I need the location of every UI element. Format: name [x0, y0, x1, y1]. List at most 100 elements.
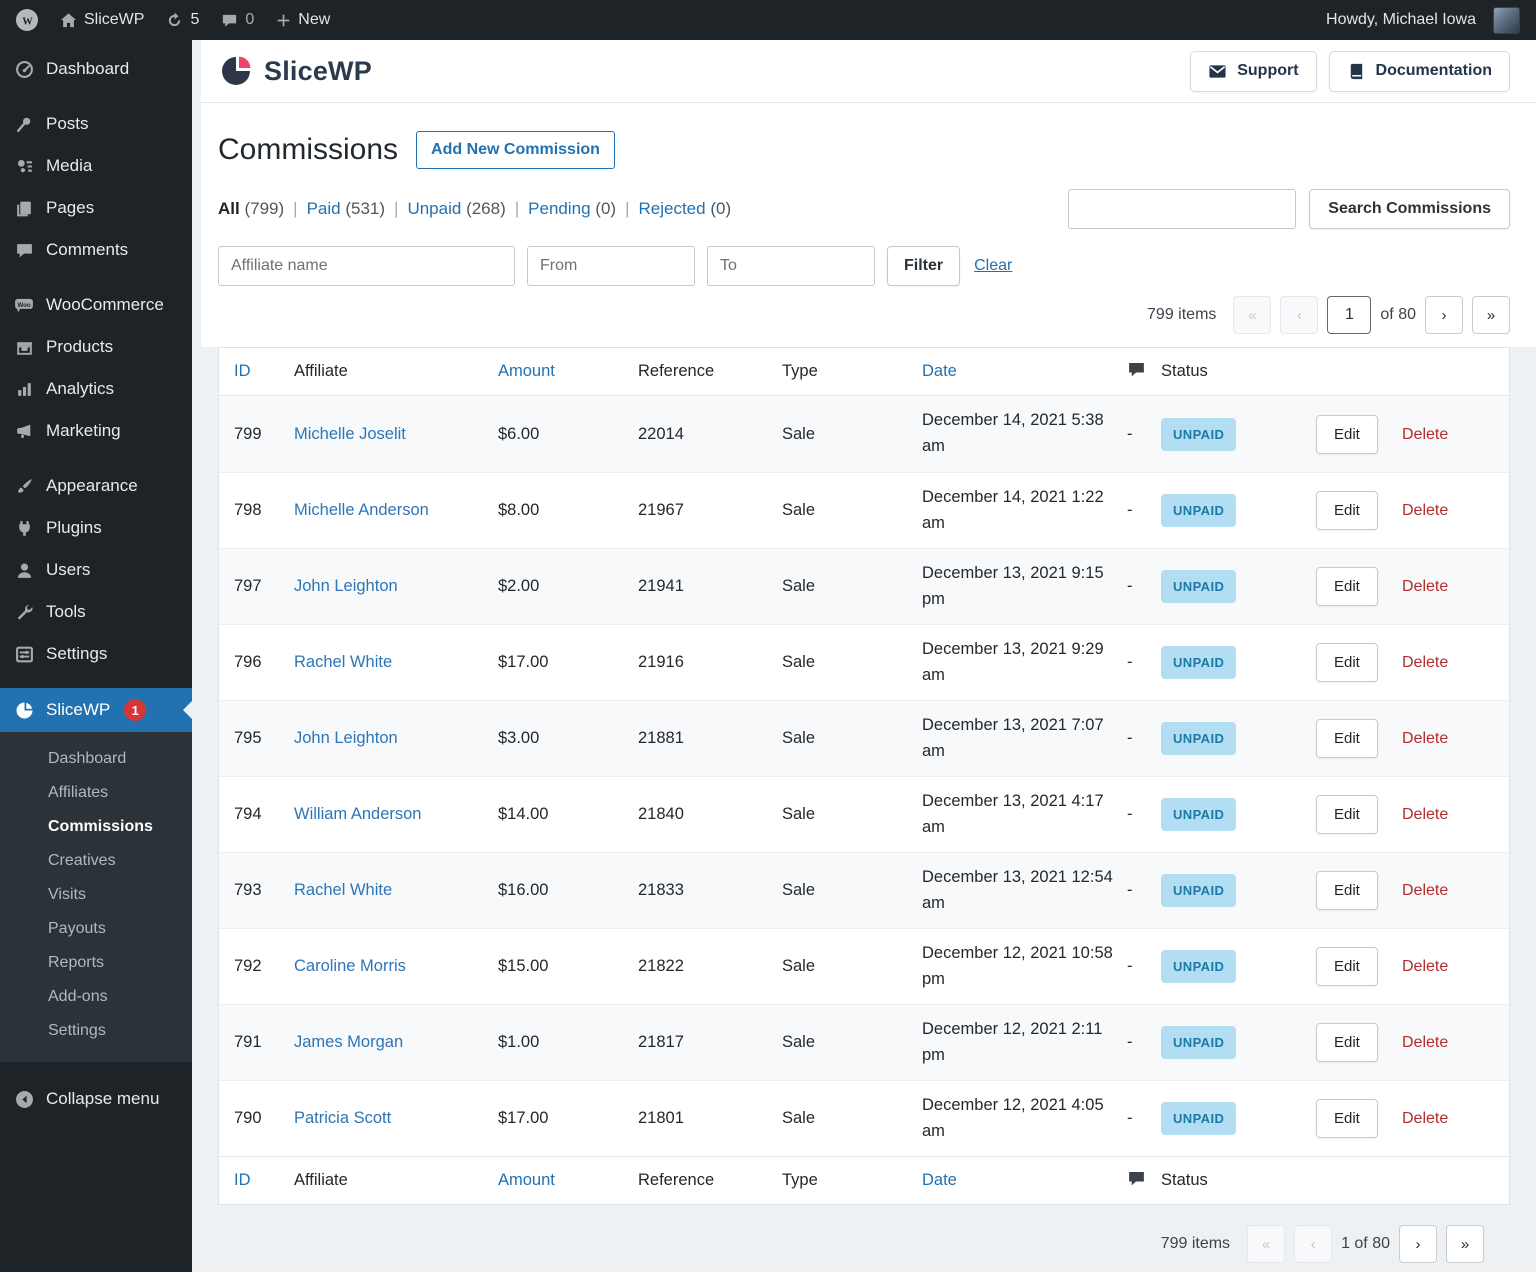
sidebar-item-posts[interactable]: Posts: [0, 103, 192, 145]
wordpress-logo-icon[interactable]: W: [16, 9, 38, 31]
commission-notes: -: [1127, 805, 1161, 824]
affiliate-link[interactable]: Caroline Morris: [294, 957, 498, 976]
edit-button[interactable]: Edit: [1316, 719, 1378, 758]
search-input[interactable]: [1068, 189, 1296, 229]
next-page-button[interactable]: ›: [1399, 1225, 1437, 1263]
sidebar-item-appearance[interactable]: Appearance: [0, 465, 192, 507]
submenu-item-dashboard[interactable]: Dashboard: [0, 742, 192, 776]
filter-link-paid[interactable]: Paid: [307, 199, 341, 218]
sort-by-id[interactable]: ID: [234, 1171, 294, 1190]
filter-link-unpaid[interactable]: Unpaid: [407, 199, 461, 218]
notes-bubble-icon: [1127, 1169, 1161, 1193]
commission-notes: -: [1127, 425, 1161, 444]
sidebar-item-dashboard[interactable]: Dashboard: [0, 48, 192, 90]
comment-bubble-icon: [221, 12, 238, 29]
affiliate-link[interactable]: Rachel White: [294, 653, 498, 672]
delete-link[interactable]: Delete: [1402, 1110, 1448, 1127]
sidebar-item-products[interactable]: Products: [0, 326, 192, 368]
affiliate-link[interactable]: William Anderson: [294, 805, 498, 824]
edit-button[interactable]: Edit: [1316, 1099, 1378, 1138]
sidebar-item-tools[interactable]: Tools: [0, 591, 192, 633]
submenu-item-visits[interactable]: Visits: [0, 878, 192, 912]
delete-link[interactable]: Delete: [1402, 578, 1448, 595]
sidebar-item-users[interactable]: Users: [0, 549, 192, 591]
edit-button[interactable]: Edit: [1316, 871, 1378, 910]
sidebar-item-settings[interactable]: Settings: [0, 633, 192, 675]
collapse-menu-button[interactable]: Collapse menu: [0, 1078, 192, 1120]
clear-filters-link[interactable]: Clear: [974, 257, 1012, 275]
commission-amount: $17.00: [498, 1109, 638, 1128]
new-content-link[interactable]: New: [276, 11, 330, 29]
date-from-input[interactable]: [527, 246, 695, 286]
affiliate-link[interactable]: Patricia Scott: [294, 1109, 498, 1128]
sort-by-amount[interactable]: Amount: [498, 362, 638, 381]
admin-sidebar: Dashboard Posts Media Pages Comments Woo…: [0, 40, 192, 1272]
delete-link[interactable]: Delete: [1402, 502, 1448, 519]
submenu-item-reports[interactable]: Reports: [0, 946, 192, 980]
affiliate-link[interactable]: Michelle Joselit: [294, 425, 498, 444]
sort-by-amount[interactable]: Amount: [498, 1171, 638, 1190]
affiliate-link[interactable]: Michelle Anderson: [294, 501, 498, 520]
sort-by-id[interactable]: ID: [234, 362, 294, 381]
submenu-item-affiliates[interactable]: Affiliates: [0, 776, 192, 810]
affiliate-link[interactable]: Rachel White: [294, 881, 498, 900]
delete-link[interactable]: Delete: [1402, 730, 1448, 747]
search-commissions-button[interactable]: Search Commissions: [1309, 189, 1510, 229]
delete-link[interactable]: Delete: [1402, 806, 1448, 823]
site-home-link[interactable]: SliceWP: [60, 11, 144, 29]
filter-button[interactable]: Filter: [887, 246, 960, 286]
sidebar-item-marketing[interactable]: Marketing: [0, 410, 192, 452]
date-to-input[interactable]: [707, 246, 875, 286]
sort-by-date[interactable]: Date: [922, 362, 1127, 381]
filter-link-all[interactable]: All: [218, 199, 240, 218]
last-page-button[interactable]: »: [1446, 1225, 1484, 1263]
edit-button[interactable]: Edit: [1316, 567, 1378, 606]
filter-link-rejected[interactable]: Rejected: [639, 199, 706, 218]
delete-link[interactable]: Delete: [1402, 1034, 1448, 1051]
commission-type: Sale: [782, 805, 922, 824]
sidebar-item-pages[interactable]: Pages: [0, 187, 192, 229]
commission-date: December 13, 2021 4:17 am: [922, 779, 1127, 850]
delete-link[interactable]: Delete: [1402, 882, 1448, 899]
edit-button[interactable]: Edit: [1316, 491, 1378, 530]
documentation-button[interactable]: Documentation: [1329, 51, 1510, 92]
submenu-item-payouts[interactable]: Payouts: [0, 912, 192, 946]
delete-link[interactable]: Delete: [1402, 654, 1448, 671]
sidebar-item-analytics[interactable]: Analytics: [0, 368, 192, 410]
delete-link[interactable]: Delete: [1402, 426, 1448, 443]
submenu-item-addons[interactable]: Add-ons: [0, 980, 192, 1014]
howdy-account-link[interactable]: Howdy, Michael Iowa: [1326, 7, 1520, 34]
edit-button[interactable]: Edit: [1316, 643, 1378, 682]
affiliate-name-input[interactable]: [218, 246, 515, 286]
commission-date: December 13, 2021 12:54 am: [922, 855, 1127, 926]
sort-by-date[interactable]: Date: [922, 1171, 1127, 1190]
submenu-item-commissions[interactable]: Commissions: [0, 810, 192, 844]
sidebar-item-comments[interactable]: Comments: [0, 229, 192, 271]
items-count: 799 items: [1161, 1235, 1230, 1253]
add-new-commission-button[interactable]: Add New Commission: [416, 131, 615, 169]
envelope-icon: [1208, 62, 1227, 81]
last-page-button[interactable]: »: [1472, 296, 1510, 334]
affiliate-link[interactable]: John Leighton: [294, 729, 498, 748]
sidebar-item-plugins[interactable]: Plugins: [0, 507, 192, 549]
submenu-item-creatives[interactable]: Creatives: [0, 844, 192, 878]
commission-notes: -: [1127, 729, 1161, 748]
updates-link[interactable]: 5: [166, 11, 199, 29]
next-page-button[interactable]: ›: [1425, 296, 1463, 334]
edit-button[interactable]: Edit: [1316, 795, 1378, 834]
sidebar-item-slicewp[interactable]: SliceWP 1: [0, 688, 192, 732]
affiliate-link[interactable]: John Leighton: [294, 577, 498, 596]
delete-link[interactable]: Delete: [1402, 958, 1448, 975]
current-page-input[interactable]: [1327, 296, 1371, 334]
support-button[interactable]: Support: [1190, 51, 1316, 92]
submenu-item-settings[interactable]: Settings: [0, 1014, 192, 1048]
edit-button[interactable]: Edit: [1316, 415, 1378, 454]
comments-link[interactable]: 0: [221, 11, 254, 29]
affiliate-link[interactable]: James Morgan: [294, 1033, 498, 1052]
sidebar-item-media[interactable]: Media: [0, 145, 192, 187]
prev-page-button: ‹: [1294, 1225, 1332, 1263]
sidebar-item-woocommerce[interactable]: Woo WooCommerce: [0, 284, 192, 326]
edit-button[interactable]: Edit: [1316, 947, 1378, 986]
filter-link-pending[interactable]: Pending: [528, 199, 590, 218]
edit-button[interactable]: Edit: [1316, 1023, 1378, 1062]
